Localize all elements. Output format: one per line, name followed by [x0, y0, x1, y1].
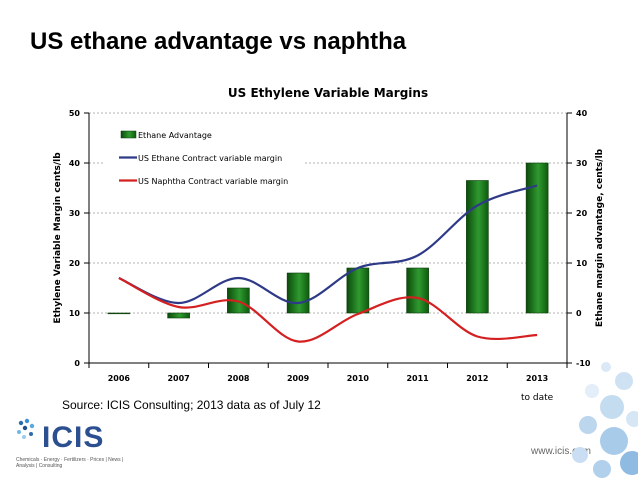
logo-word: ICIS	[42, 421, 105, 454]
icis-logo: ICIS Chemicals · Energy · Fertilizers · …	[12, 413, 123, 473]
y2-tick-label: 0	[576, 309, 582, 318]
line-series-2	[118, 277, 538, 343]
y2-tick-label: 10	[576, 259, 588, 268]
legend-label: US Ethane Contract variable margin	[138, 154, 282, 163]
legend-box	[104, 124, 304, 196]
line-series	[118, 184, 538, 343]
y-tick-label: 20	[69, 259, 81, 268]
x-tick-label: 2012	[466, 374, 488, 383]
bar-2006	[107, 312, 131, 315]
x-tick-label: 2008	[227, 374, 250, 383]
y-tick-label: 50	[69, 109, 81, 118]
y2-tick-label: -10	[576, 359, 591, 368]
legend-swatch-bar	[120, 130, 137, 139]
x-tick-label: 2007	[167, 374, 189, 383]
legend-label: US Naphtha Contract variable margin	[138, 177, 288, 186]
legend-label: Ethane Advantage	[138, 131, 212, 140]
y2-tick-label: 40	[576, 109, 588, 118]
y-tick-label: 0	[74, 359, 80, 368]
corner-dots-icon	[572, 362, 638, 478]
x-tick-label: 2011	[406, 374, 429, 383]
y-tick-label: 30	[69, 209, 81, 218]
category-note: to date	[521, 393, 554, 403]
y-axis-label: Ethylene Variable Margin cents/lb	[53, 152, 63, 324]
bar-2012	[466, 180, 489, 314]
axes: 0 10 20 30 40 50 -10 0 10 20 30 40 2006 2007 2008 2009 2…	[69, 109, 591, 403]
x-tick-label: 2006	[108, 374, 131, 383]
bar-2009	[286, 272, 310, 314]
y-tick-label: 40	[69, 159, 81, 168]
x-tick-label: 2013	[526, 374, 548, 383]
logo-tagline: Chemicals · Energy · Fertilizers · Price…	[16, 457, 124, 469]
bar-2011	[406, 267, 429, 314]
y-tick-label: 10	[69, 309, 81, 318]
bar-2013	[525, 162, 549, 314]
x-tick-label: 2009	[287, 374, 310, 383]
logo-mark-icon	[17, 418, 35, 439]
legend: Ethane Advantage US Ethane Contract varia…	[104, 124, 304, 196]
chart-title: US Ethylene Variable Margins	[228, 86, 428, 100]
source-note: Source: ICIS Consulting; 2013 data as of…	[62, 398, 321, 412]
bar-2007	[167, 312, 190, 319]
website-link[interactable]: www.icis.com	[531, 446, 592, 457]
bar-series	[107, 162, 549, 319]
bar-2010	[346, 267, 370, 314]
slide-title: US ethane advantage vs naphtha	[30, 28, 407, 55]
x-tick-label: 2010	[347, 374, 370, 383]
axis-labels: US Ethylene Variable Margins Ethylene Var…	[53, 86, 605, 327]
y2-tick-label: 20	[576, 209, 588, 218]
y2-tick-label: 30	[576, 159, 588, 168]
line-series-1	[118, 184, 538, 305]
y2-axis-label: Ethane margin advantage, cents/lb	[595, 148, 605, 327]
